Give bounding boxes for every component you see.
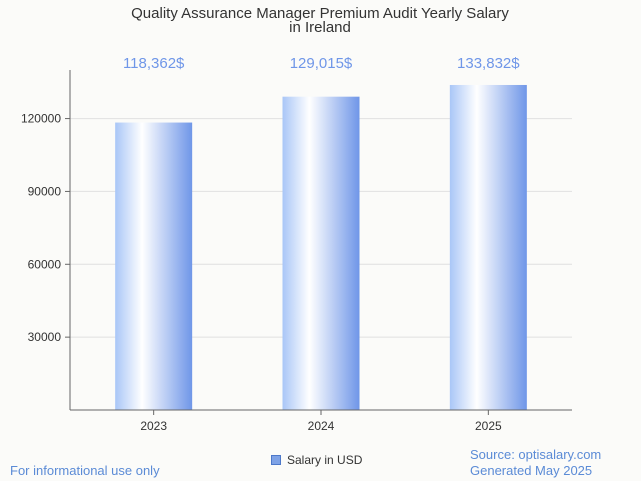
chart-title-line-1: Quality Assurance Manager Premium Audit … [131,5,509,22]
x-tick-label-2023: 2023 [140,419,167,433]
data-label-2024: 129,015$ [290,55,353,72]
data-label-2023: 118,362$ [123,55,185,72]
source-info: Source: optisalary.com Generated May 202… [470,447,601,479]
bar-2025 [449,84,527,410]
data-label-2025: 133,832$ [457,55,520,72]
bar-2024 [282,96,360,410]
x-tick-label-2024: 2024 [308,419,335,433]
disclaimer-text: For informational use only [10,463,160,478]
y-tick-label: 120000 [21,112,61,126]
x-tick-label-2025: 2025 [475,419,502,433]
y-tick-label: 60000 [28,257,62,271]
generated-text: Generated May 2025 [470,463,593,478]
bar-2023 [115,122,193,410]
source-text: Source: optisalary.com [470,447,602,462]
legend-swatch [271,455,281,465]
y-tick-label: 30000 [28,330,62,344]
chart-title-line-2: in Ireland [289,19,351,36]
legend: Salary in USD [271,453,362,467]
y-tick-label: 90000 [28,184,62,198]
legend-label: Salary in USD [287,453,363,467]
